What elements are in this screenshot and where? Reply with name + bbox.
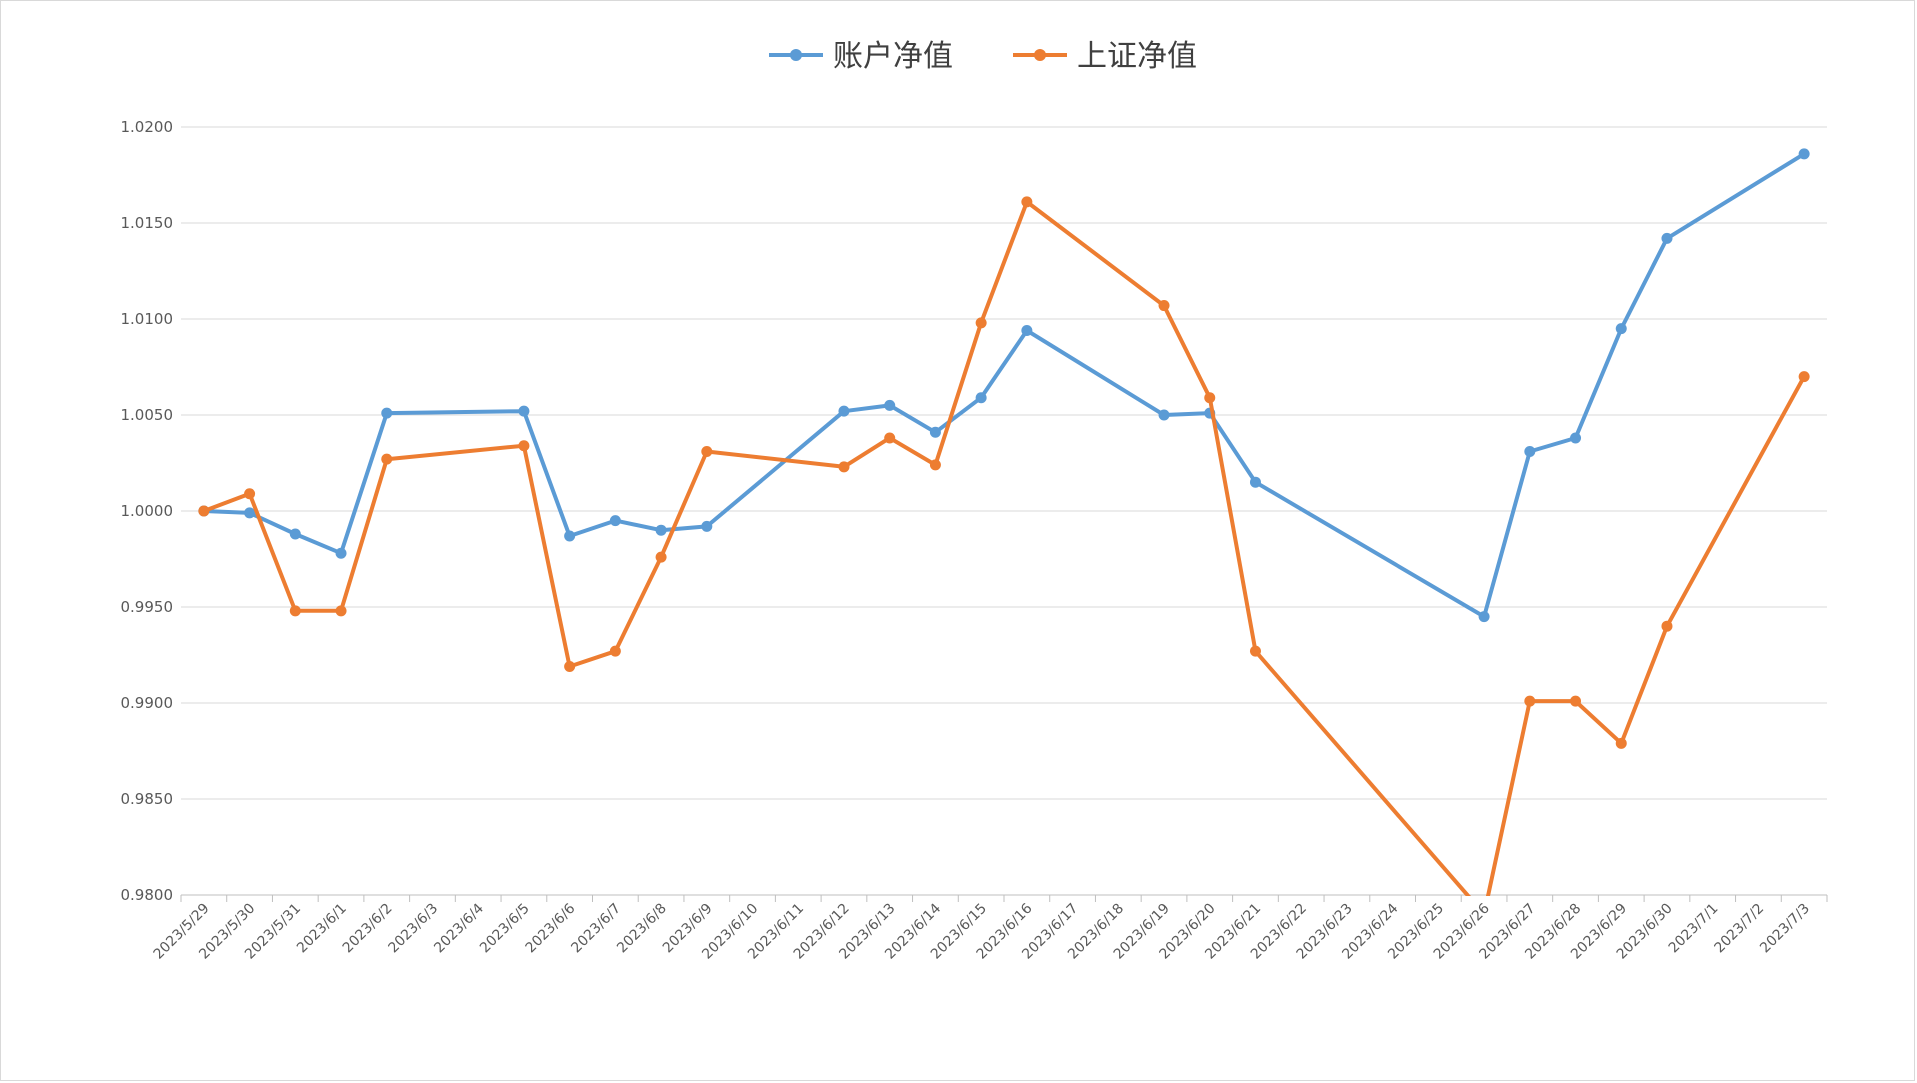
legend: 账户净值 上证净值 [769,39,1197,74]
data-point [564,661,576,673]
legend-marker [1034,49,1046,61]
data-point [1158,409,1170,421]
data-point [198,505,210,517]
data-point [1798,371,1810,383]
data-point [289,528,301,540]
data-point [701,445,713,457]
x-axis: 2023/5/292023/5/302023/5/312023/6/12023/… [151,894,1828,963]
data-point [1478,611,1490,623]
y-axis: 0.9800 0.9850 0.9900 0.9950 1.0000 1.0050 1.01… [121,118,174,904]
data-point [1249,476,1261,488]
series-line [201,199,1807,896]
data-point [1798,148,1810,160]
data-point [1021,196,1033,208]
data-point [929,426,941,438]
series-group [198,148,1810,896]
legend-label: 上证净值 [1077,39,1197,74]
data-point [564,530,576,542]
data-point [609,645,621,657]
data-point [518,440,530,452]
data-point [929,459,941,471]
data-point [518,405,530,417]
y-tick-label: 1.0100 [121,310,174,328]
series-line [201,151,1807,619]
legend-item: 上证净值 [1013,39,1197,74]
data-point [701,520,713,532]
data-point [244,507,256,519]
legend-marker [790,49,802,61]
data-point [1158,300,1170,312]
data-point [1524,445,1536,457]
data-point [1570,432,1582,444]
data-point [838,461,850,473]
legend-label: 账户净值 [833,39,953,74]
data-point [1615,737,1627,749]
data-point [975,392,987,404]
data-point [1661,620,1673,632]
data-point [838,405,850,417]
data-point [884,432,896,444]
x-tick-label: 2023/7/3 [1757,901,1813,957]
y-tick-label: 1.0000 [121,502,174,520]
data-point [335,547,347,559]
data-point [1249,645,1261,657]
y-tick-label: 1.0200 [121,118,174,136]
y-tick-label: 0.9850 [121,790,174,808]
data-point [1204,392,1216,404]
data-point [1524,695,1536,707]
y-tick-label: 1.0050 [121,406,174,424]
gridlines [181,126,1827,896]
data-point [335,605,347,617]
y-tick-label: 1.0150 [121,214,174,232]
data-point [244,488,256,500]
data-point [381,453,393,465]
data-point [655,524,667,536]
data-point [381,407,393,419]
data-point [1021,325,1033,337]
data-point [1661,232,1673,244]
data-point [975,317,987,329]
data-point [884,399,896,411]
data-point [1615,323,1627,335]
legend-item: 账户净值 [769,39,953,74]
y-tick-label: 0.9800 [121,886,174,904]
y-tick-label: 0.9950 [121,598,174,616]
data-point [609,515,621,527]
data-point [1570,695,1582,707]
series-0 [198,148,1810,623]
data-point [655,551,667,563]
y-tick-label: 0.9900 [121,694,174,712]
data-point [289,605,301,617]
series-1 [198,196,1810,896]
